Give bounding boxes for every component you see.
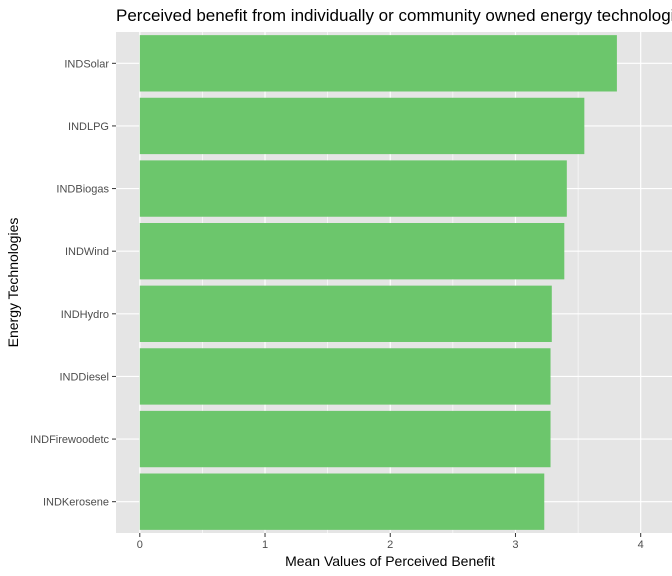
x-tick-label: 3 [512,539,518,551]
x-tick-label: 4 [638,539,644,551]
y-axis-title: Energy Technologies [5,218,21,348]
bar-indbiogas [139,160,567,217]
x-tick-label: 1 [262,539,268,551]
bar-indfirewoodetc [139,410,551,468]
bar-indsolar [139,35,617,92]
y-tick-label: INDHydro [61,309,109,321]
x-axis-ticks: 0 1 2 3 4 [137,533,644,551]
bar-indkerosene [139,473,545,530]
bar-inddiesel [139,348,551,405]
x-tick-label: 2 [387,539,393,551]
y-tick-label: INDLPG [68,121,109,133]
y-tick-label: INDFirewoodetc [30,434,109,446]
bar-indhydro [139,285,552,342]
y-axis-ticks: INDSolar INDLPG INDBiogas INDWind INDHydro IN… [30,58,116,509]
bar-indwind [139,223,565,280]
chart-title: Perceived benefit from individually or c… [116,6,672,25]
y-tick-label: INDSolar [64,58,109,70]
y-tick-label: INDKerosene [43,497,109,509]
bar-indlpg [139,97,585,155]
y-tick-label: INDBiogas [56,184,109,196]
x-axis-title: Mean Values of Perceived Benefit [285,553,495,569]
bars [139,35,617,530]
y-tick-label: INDWind [65,246,109,258]
y-tick-label: INDDiesel [59,371,109,383]
x-tick-label: 0 [137,539,143,551]
